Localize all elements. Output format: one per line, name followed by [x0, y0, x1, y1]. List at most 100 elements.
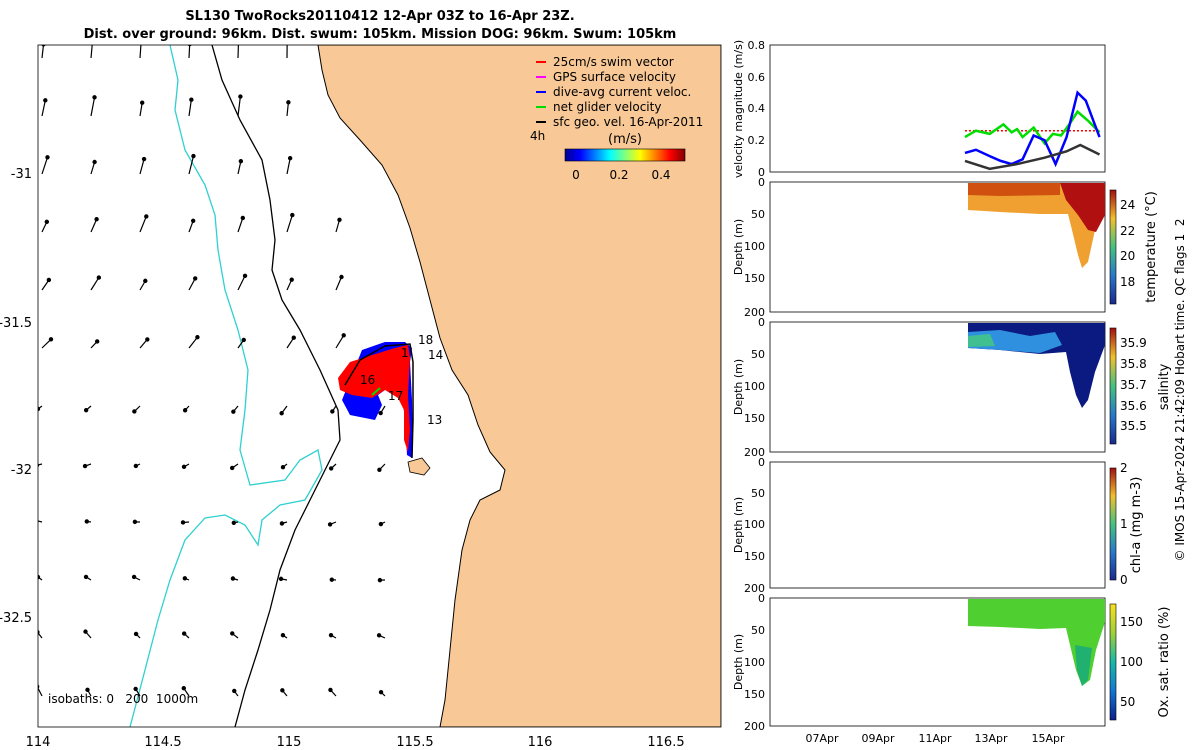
current-vector-head: [279, 521, 285, 526]
day-label-1: 1: [401, 346, 409, 360]
oxy-depth-tick: 200: [744, 720, 765, 733]
map-x-ticks: 114 114.5 115 115.5 116 116.5: [26, 735, 685, 750]
sal-cbar-tick: 35.7: [1120, 378, 1147, 392]
current-vector-head: [181, 685, 186, 691]
temperature-panel: Depth (m) temperature (°C) 18 20 22 24: [732, 181, 1159, 313]
current-vector-head: [190, 218, 196, 223]
current-vector-head: [133, 686, 138, 692]
current-vector-head: [94, 217, 99, 222]
current-vector-head: [45, 155, 50, 160]
current-vector-head: [286, 36, 289, 39]
current-vector: [41, 45, 45, 59]
chla-ylabel: Depth (m): [732, 497, 745, 553]
current-vector: [286, 102, 289, 117]
date-ticks: 07Apr 09Apr 11Apr 13Apr 15Apr: [805, 732, 1065, 745]
chla-cbar-tick: 0: [1120, 573, 1128, 587]
oxy-cbar-tick: 100: [1120, 655, 1143, 669]
velocity-panel: velocity magnitude (m/s) 0 0.2 0.4 0.6 0…: [732, 39, 1106, 179]
oxy-depth-tick: 100: [744, 656, 765, 669]
current-vector-head: [193, 276, 198, 281]
chla-axes: [769, 461, 1106, 589]
speed-colorbar: [564, 148, 686, 162]
day-label-14: 14: [428, 348, 443, 362]
legend-label: sfc geo. vel. 16-Apr-2011: [553, 115, 703, 129]
current-vector-head: [238, 159, 244, 164]
legend-label: 25cm/s swim vector: [553, 55, 674, 69]
oxygen-panel: Depth (m) Ox. sat. ratio (%) 50 100 150: [732, 597, 1172, 727]
current-vector-head: [229, 465, 235, 471]
current-vector-head: [230, 576, 236, 581]
current-vector-head: [287, 156, 293, 161]
temp-cbar-tick: 24: [1120, 198, 1135, 212]
current-vector: [286, 214, 293, 233]
map-frame: [37, 44, 722, 728]
current-vector-head: [241, 337, 246, 343]
current-vector: [237, 217, 244, 233]
salinity-cbar-label: salinity: [1157, 363, 1172, 410]
oxygen-colorbar: [1109, 603, 1117, 721]
current-vector-head: [238, 94, 243, 99]
salinity-colorbar: [1109, 327, 1117, 445]
temp-cbar-tick: 22: [1120, 224, 1135, 238]
current-vector-head: [83, 407, 89, 413]
current-vector-head: [231, 409, 236, 414]
legend-label: net glider velocity: [553, 100, 661, 114]
vel-y-tick: 0.6: [748, 71, 766, 84]
current-vector: [41, 100, 46, 117]
current-vector-head: [328, 466, 334, 471]
current-vector: [188, 336, 198, 349]
day-label-13: 13: [427, 413, 442, 427]
current-vector: [41, 157, 49, 175]
oxygen-low-core: [1075, 645, 1092, 686]
temp-cbar-tick: 20: [1120, 249, 1135, 263]
current-vector-head: [328, 687, 333, 693]
current-vector-head: [289, 277, 294, 282]
salinity-fresh-patch: [968, 330, 1062, 353]
colorbar-tick-0: 0: [572, 168, 580, 182]
sal-cbar-tick: 35.8: [1120, 357, 1147, 371]
current-vector-head: [337, 217, 342, 223]
day-label-17: 17: [388, 389, 403, 403]
temp-cbar-tick: 18: [1120, 275, 1135, 289]
chla-panel: Depth (m) chl-a (mg m-3) 0 1 2: [732, 461, 1144, 589]
temperature-ylabel: Depth (m): [732, 219, 745, 275]
velocity-series-line: [964, 109, 1101, 146]
current-vector: [38, 686, 43, 697]
sal-depth-tick: 200: [744, 446, 765, 459]
vel-y-tick: 0.2: [748, 134, 766, 147]
current-vector-head: [291, 335, 296, 340]
current-vector-head: [327, 522, 333, 527]
map-x-tick: 115.5: [396, 735, 433, 750]
current-vector: [139, 216, 147, 233]
current-vector: [188, 155, 195, 175]
colorbar-tick-04: 0.4: [651, 168, 670, 182]
oxy-cbar-tick: 50: [1120, 695, 1135, 709]
map-x-tick: 116.5: [647, 735, 684, 750]
current-vectors: [38, 36, 386, 697]
colorbar-title: (m/s): [608, 132, 642, 147]
map-y-tick: -32.5: [0, 611, 32, 626]
current-vector-head: [339, 274, 344, 280]
current-vector-head: [92, 159, 97, 165]
chla-colorbar: [1109, 467, 1117, 581]
current-vector-head: [237, 39, 240, 42]
net-glider-track: [371, 387, 381, 396]
salinity-panel: Depth (m) salinity 35.5 35.6 35.7 35.8 3…: [732, 321, 1172, 453]
temp-depth-tick: 150: [744, 272, 765, 285]
current-vector-head: [376, 633, 382, 638]
current-vector: [335, 334, 345, 349]
current-vector-head: [191, 153, 196, 159]
chla-cbar-tick: 1: [1120, 517, 1128, 531]
day-label-16: 16: [360, 373, 375, 387]
current-vector: [90, 277, 100, 291]
current-vector-head: [144, 214, 149, 219]
sal-cbar-tick: 35.5: [1120, 419, 1147, 433]
current-vector: [90, 97, 96, 117]
current-vector-head: [378, 410, 383, 416]
current-vector-head: [280, 633, 286, 638]
current-vector-head: [91, 40, 94, 43]
vel-y-tick: 0.4: [748, 102, 766, 115]
current-vector-head: [140, 100, 145, 105]
